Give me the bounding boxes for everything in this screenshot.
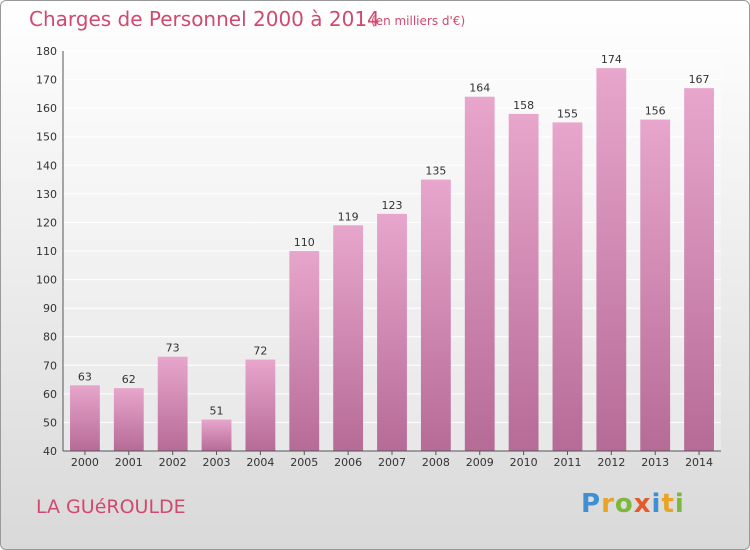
x-tick-label: 2008 xyxy=(422,456,450,469)
x-axis: 2000 2001 2002 2003 2004 2005 2006 2007 2008 2009… xyxy=(63,450,721,469)
x-tick-label: 2011 xyxy=(553,456,581,469)
bar-value-label: 51 xyxy=(210,405,224,418)
x-tick-label: 2013 xyxy=(641,456,669,469)
x-tick-label: 2002 xyxy=(159,456,187,469)
bars: 63 62 73 51 72 110 119 123 135 164 158 155 174 156 167 xyxy=(70,53,714,452)
bar xyxy=(157,356,188,451)
logo-letter: r xyxy=(601,489,615,519)
logo-letter: i xyxy=(674,489,685,519)
bar-value-label: 62 xyxy=(122,373,136,386)
y-tick-label: 110 xyxy=(36,245,57,258)
bar-value-label: 135 xyxy=(425,165,446,178)
logo-letter: t xyxy=(661,489,675,519)
y-tick-label: 120 xyxy=(36,216,57,229)
bar xyxy=(289,251,320,451)
bar xyxy=(684,88,714,452)
bar xyxy=(113,388,144,451)
y-axis: 40 50 60 70 80 90 100 110 120 130 140 150 160 170 180 xyxy=(36,45,64,458)
bar-value-label: 164 xyxy=(469,82,490,95)
x-tick-label: 2010 xyxy=(510,456,538,469)
x-tick-label: 2001 xyxy=(115,456,143,469)
y-tick-label: 150 xyxy=(36,131,57,144)
y-tick-label: 40 xyxy=(43,445,57,458)
bar-value-label: 167 xyxy=(689,73,710,86)
y-tick-label: 170 xyxy=(36,74,57,87)
y-tick-label: 140 xyxy=(36,159,57,172)
bar-value-label: 158 xyxy=(513,99,534,112)
bar-value-label: 156 xyxy=(645,105,666,118)
y-tick-label: 50 xyxy=(43,416,57,429)
bar-value-label: 123 xyxy=(382,199,403,212)
y-tick-label: 80 xyxy=(43,331,57,344)
bar xyxy=(70,385,100,451)
x-tick-label: 2007 xyxy=(378,456,406,469)
bar-value-label: 72 xyxy=(253,345,267,358)
bar xyxy=(464,96,495,451)
bar xyxy=(377,213,407,451)
logo-letter: o xyxy=(614,489,634,519)
bar-value-label: 155 xyxy=(557,107,578,120)
chart-title: Charges de Personnel 2000 à 2014 xyxy=(29,7,380,31)
x-tick-label: 2000 xyxy=(71,456,99,469)
bar-value-label: 73 xyxy=(166,342,180,355)
logo-letter: i xyxy=(651,489,662,519)
proxiti-logo: Proxiti xyxy=(581,489,685,519)
y-tick-label: 60 xyxy=(43,388,57,401)
x-tick-label: 2003 xyxy=(203,456,231,469)
x-tick-label: 2014 xyxy=(685,456,713,469)
commune-name: LA GUéROULDE xyxy=(36,496,186,518)
y-tick-label: 180 xyxy=(36,45,57,58)
logo-letter: P xyxy=(581,489,602,519)
y-tick-label: 160 xyxy=(36,102,57,115)
bar xyxy=(333,225,364,451)
y-tick-label: 70 xyxy=(43,359,57,372)
x-tick-label: 2004 xyxy=(246,456,274,469)
y-tick-label: 130 xyxy=(36,188,57,201)
bar xyxy=(552,122,583,451)
bar xyxy=(201,419,232,451)
bar-value-label: 110 xyxy=(294,236,315,249)
bar xyxy=(508,113,539,451)
y-tick-label: 90 xyxy=(43,302,57,315)
bar xyxy=(245,359,276,451)
x-tick-label: 2009 xyxy=(466,456,494,469)
bar-value-label: 119 xyxy=(338,210,359,223)
bar-value-label: 63 xyxy=(78,370,92,383)
x-tick-label: 2005 xyxy=(290,456,318,469)
bar xyxy=(420,179,451,452)
logo-letter: x xyxy=(633,489,652,519)
bar xyxy=(640,119,671,452)
x-tick-label: 2012 xyxy=(597,456,625,469)
x-tick-label: 2006 xyxy=(334,456,362,469)
chart-unit: (en milliers d'€) xyxy=(371,14,466,28)
bar xyxy=(596,68,627,452)
y-tick-label: 100 xyxy=(36,274,57,287)
bar-value-label: 174 xyxy=(601,53,622,66)
